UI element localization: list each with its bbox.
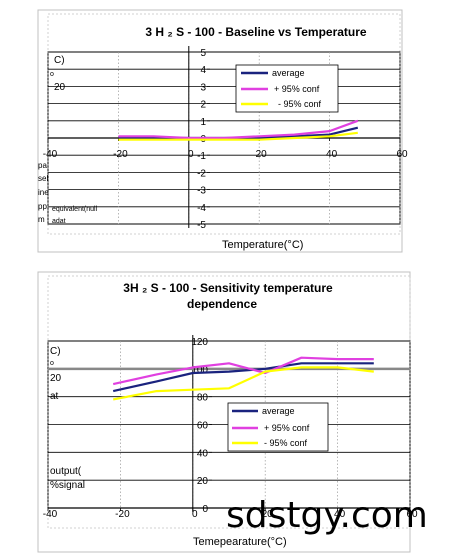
x-axis-label: Temperature(°C)	[222, 239, 303, 251]
y-tick-label: 80	[197, 393, 209, 404]
watermark: sdstgy.com	[226, 495, 428, 536]
x-axis-label: Temepearature(°C)	[193, 536, 287, 548]
baseline-chart: 3 H ₂ S - 100 - Baseline vs Temperature …	[37, 9, 408, 253]
y-tick-label: -1	[197, 151, 206, 162]
legend-label-average: average	[262, 406, 295, 416]
y-tick-label: 2	[200, 100, 206, 111]
y-tick-label: 40	[197, 448, 209, 459]
left-text-fragments: C) o 20 at output( %signal	[50, 346, 85, 491]
legend-label-minus-conf: - 95% conf	[278, 99, 322, 109]
x-tick-label: -20	[113, 149, 128, 160]
chart-title: 3 H ₂ S - 100 - Baseline vs Temperature	[145, 25, 367, 39]
legend: average + 95% conf - 95% conf	[227, 402, 329, 452]
y-tick-label: -4	[197, 203, 206, 214]
left-fragment: o	[50, 71, 54, 78]
y-tick-label: -3	[197, 186, 206, 197]
x-tick-labels: -40 -20 0 20 40 60	[43, 149, 408, 160]
left-fragment: C)	[54, 55, 65, 66]
y-tick-label: 5	[200, 48, 206, 59]
x-tick-label: 0	[188, 149, 194, 160]
left-fragment: output(	[50, 466, 82, 477]
series-line--95-conf	[118, 119, 359, 140]
left-fragment: 20	[50, 373, 62, 384]
chart-subtitle: dependence	[187, 297, 257, 311]
x-tick-label: -40	[43, 509, 58, 520]
x-tick-label: 60	[396, 149, 408, 160]
y-tick-label: 1	[200, 117, 206, 128]
y-tick-label: -5	[197, 220, 206, 231]
left-fragment: ine	[38, 188, 49, 197]
y-tick-labels: 0 20 40 60 80 100 120	[191, 337, 208, 515]
series-line--95-conf	[112, 356, 374, 386]
x-tick-label: 20	[256, 149, 268, 160]
series-lines	[112, 356, 374, 401]
y-tick-label: 120	[191, 337, 208, 348]
left-fragment: o	[50, 360, 54, 367]
left-fragment: 20	[54, 82, 66, 93]
left-fragment: equivalent(null	[52, 206, 98, 213]
legend-label-average: average	[272, 68, 305, 78]
left-fragment: at	[50, 391, 59, 402]
y-tick-label: 4	[200, 65, 206, 76]
legend-label-plus-conf: + 95% conf	[274, 84, 320, 94]
series-line-average	[112, 362, 374, 393]
left-fragment: adat	[52, 218, 66, 225]
chart-area-border	[37, 271, 411, 553]
left-text-fragments: C) o 20 pa sel ine pp m equivalent(null …	[38, 55, 98, 225]
x-tick-label: 0	[192, 509, 198, 520]
chart-title: 3H ₂ S - 100 - Sensitivity temperature	[123, 281, 333, 295]
left-fragment: C)	[50, 346, 61, 357]
y-tick-label: -2	[197, 168, 206, 179]
left-fragment: pa	[38, 161, 47, 170]
x-tick-label: 40	[326, 149, 338, 160]
x-tick-label: -40	[43, 149, 58, 160]
series-line--95-conf	[112, 366, 374, 401]
y-tick-label: 100	[191, 365, 208, 376]
left-fragment: %signal	[50, 480, 85, 491]
series-line--95-conf	[118, 131, 358, 141]
x-tick-label: 60	[406, 509, 418, 520]
left-fragment: m	[38, 215, 45, 224]
x-tick-labels: -40 -20 0 20 40 60	[43, 509, 418, 520]
x-tick-label: 20	[262, 509, 274, 520]
y-tick-label: 20	[197, 476, 209, 487]
y-tick-label: 60	[197, 421, 209, 432]
left-fragment: pp	[38, 202, 47, 211]
legend-label-plus-conf: + 95% conf	[264, 423, 310, 433]
x-tick-label: 40	[334, 509, 346, 520]
legend-label-minus-conf: - 95% conf	[264, 438, 308, 448]
y-tick-label: 3	[200, 82, 206, 93]
legend: average + 95% conf - 95% conf	[235, 64, 339, 113]
left-fragment: sel	[38, 174, 48, 183]
sensitivity-chart: 3H ₂ S - 100 - Sensitivity temperature d…	[37, 271, 418, 553]
series-lines	[118, 119, 359, 141]
x-tick-label: -20	[115, 509, 130, 520]
y-tick-label: 0	[202, 504, 208, 515]
